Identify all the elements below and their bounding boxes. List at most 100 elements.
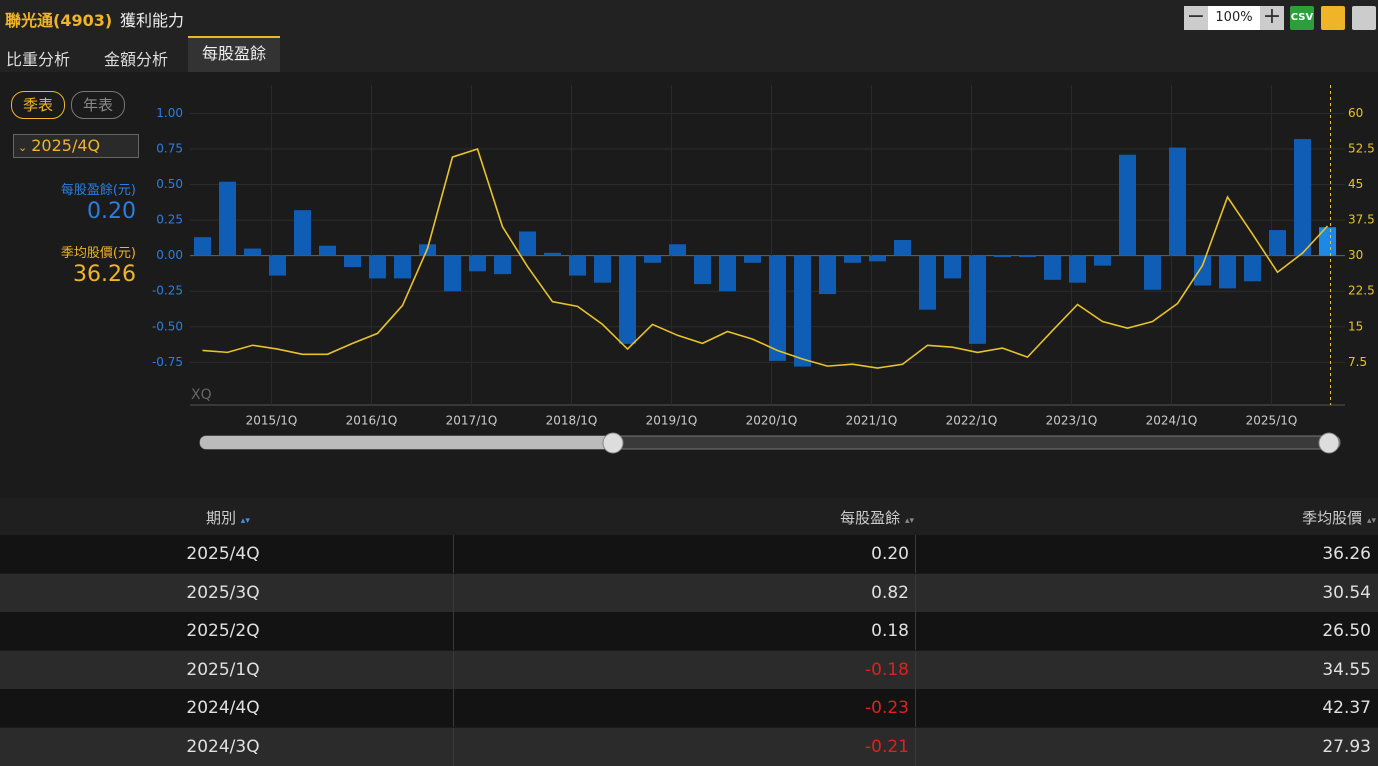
y-tick-label: 0.50 xyxy=(156,177,183,191)
y2-tick-label: 37.5 xyxy=(1348,213,1375,227)
scroll-range xyxy=(200,436,613,449)
tab-bar: 比重分析 金額分析 每股盈餘 xyxy=(0,36,1378,72)
bar xyxy=(494,255,511,275)
table-row[interactable]: 2025/4Q 0.20 36.26 xyxy=(0,535,1378,573)
zoom-control: − 100% + xyxy=(1184,6,1284,30)
table-row[interactable]: 2025/1Q -0.18 34.55 xyxy=(0,650,1378,689)
price-line xyxy=(202,147,1329,369)
header-bar: 聯光通(4903) 獲利能力 − 100% + CSV xyxy=(0,0,1378,36)
y-tick-label: 0.25 xyxy=(156,213,183,227)
table-row[interactable]: 2024/4Q -0.23 42.37 xyxy=(0,689,1378,727)
bar xyxy=(369,255,386,279)
zoom-in[interactable]: + xyxy=(1260,6,1284,30)
scroll-handle[interactable] xyxy=(602,432,624,454)
dropdown-value: 2025/4Q xyxy=(31,136,101,155)
page-title: 獲利能力 xyxy=(120,11,185,30)
bar xyxy=(969,255,986,344)
y-tick-label: -0.50 xyxy=(152,319,183,333)
bar xyxy=(1094,255,1111,266)
y2-tick-label: 45 xyxy=(1348,177,1363,191)
table-cell: 42.37 xyxy=(915,689,1371,727)
lock-button[interactable] xyxy=(1321,6,1345,30)
period-button[interactable]: 年表 xyxy=(71,91,125,119)
bar xyxy=(894,240,911,256)
bar xyxy=(444,255,461,292)
table-cell: 36.26 xyxy=(915,535,1371,573)
scroll-handle[interactable] xyxy=(1318,432,1340,454)
table-row[interactable]: 2024/3Q -0.21 27.93 xyxy=(0,727,1378,766)
price-value: 36.26 xyxy=(73,262,136,287)
column-header[interactable]: 季均股價 ▴▾ xyxy=(1302,509,1376,527)
table-cell: 2025/4Q xyxy=(186,544,260,564)
bar xyxy=(1144,255,1161,290)
bar xyxy=(194,237,211,256)
x-tick-label: 2025/1Q xyxy=(1246,414,1298,428)
y2-tick-label: 15 xyxy=(1348,319,1363,333)
bar xyxy=(519,231,536,256)
table-cell: 0.20 xyxy=(453,535,909,573)
watermark: XQ xyxy=(191,387,212,403)
x-tick-label: 2020/1Q xyxy=(746,414,798,428)
bar xyxy=(1319,227,1336,256)
bar xyxy=(594,255,611,283)
bar xyxy=(569,255,586,276)
period-dropdown[interactable]: ⌄ 2025/4Q xyxy=(13,134,139,158)
bar xyxy=(1194,255,1211,286)
table-cell: 0.82 xyxy=(453,573,909,612)
chart: XQ 1.00 0.75 0.50 0.25 0.00 -0.25 -0.50 -0.75 60… xyxy=(152,85,1375,454)
table-row[interactable]: 2025/3Q 0.82 30.54 xyxy=(0,573,1378,612)
bar xyxy=(1069,255,1086,283)
eps-label: 每股盈餘(元) xyxy=(60,183,136,198)
period-button-active[interactable]: 季表 xyxy=(11,91,65,119)
column-header[interactable]: 期別 ▴▾ xyxy=(206,509,250,527)
table-header: 期別 ▴▾ 每股盈餘 ▴▾ 季均股價 ▴▾ xyxy=(0,498,1378,535)
bar xyxy=(1244,255,1261,282)
stock-title: 聯光通(4903) xyxy=(5,11,113,30)
tab[interactable]: 金額分析 xyxy=(104,50,169,69)
bar xyxy=(1019,255,1036,258)
bar xyxy=(269,255,286,276)
x-tick-label: 2015/1Q xyxy=(246,414,298,428)
bar xyxy=(244,248,261,256)
csv-button[interactable]: CSV xyxy=(1290,6,1314,30)
table-cell: -0.21 xyxy=(453,727,909,766)
bar xyxy=(619,255,636,344)
eps-value: 0.20 xyxy=(87,199,136,224)
bar xyxy=(794,255,811,367)
zoom-value: 100% xyxy=(1208,6,1260,30)
y2-tick-label: 52.5 xyxy=(1348,142,1375,156)
column-header[interactable]: 每股盈餘 ▴▾ xyxy=(840,509,914,527)
bar xyxy=(319,245,336,256)
x-tick-label: 2018/1Q xyxy=(546,414,598,428)
bar xyxy=(1219,255,1236,289)
y-tick-label: 0.75 xyxy=(156,142,183,156)
y-tick-label: 1.00 xyxy=(156,106,183,120)
x-tick-label: 2024/1Q xyxy=(1146,414,1198,428)
bar xyxy=(669,244,686,256)
bar xyxy=(844,255,861,263)
x-tick-label: 2017/1Q xyxy=(446,414,498,428)
table-cell: 2024/3Q xyxy=(186,736,260,757)
bar xyxy=(869,255,886,262)
print-button[interactable] xyxy=(1352,6,1376,30)
table-cell: 2025/2Q xyxy=(186,621,260,641)
bar xyxy=(769,255,786,361)
bar xyxy=(1169,147,1186,256)
header-text: 每股盈餘 xyxy=(840,509,901,527)
table-cell: 30.54 xyxy=(915,573,1371,612)
y2-tick-label: 22.5 xyxy=(1348,284,1375,298)
table-cell: 34.55 xyxy=(915,650,1371,689)
bar xyxy=(744,255,761,263)
x-tick-label: 2023/1Q xyxy=(1046,414,1098,428)
bar xyxy=(294,210,311,256)
x-tick-label: 2021/1Q xyxy=(846,414,898,428)
zoom-out[interactable]: − xyxy=(1184,6,1208,30)
bar xyxy=(344,255,361,268)
table-cell: 2025/3Q xyxy=(186,582,260,603)
table-row[interactable]: 2025/2Q 0.18 26.50 xyxy=(0,612,1378,650)
tab[interactable]: 比重分析 xyxy=(6,50,71,69)
bar xyxy=(219,181,236,256)
bar xyxy=(1294,139,1311,256)
tab-active[interactable]: 每股盈餘 xyxy=(188,36,280,72)
